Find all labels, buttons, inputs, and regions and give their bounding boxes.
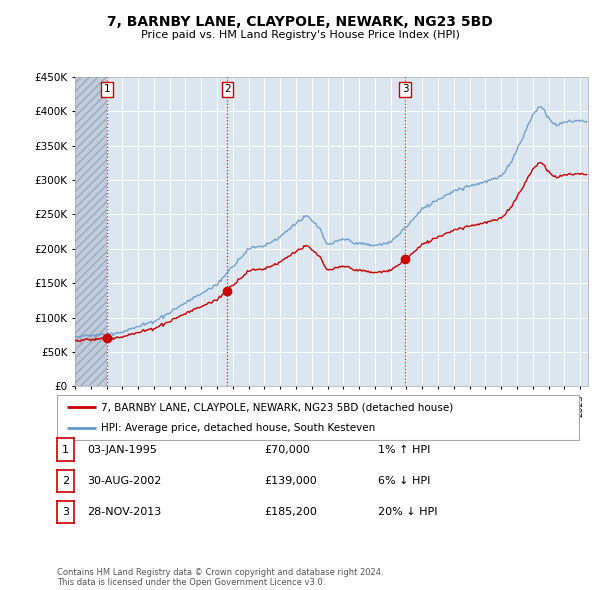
Text: HPI: Average price, detached house, South Kesteven: HPI: Average price, detached house, Sout… bbox=[101, 422, 376, 432]
Text: 7, BARNBY LANE, CLAYPOLE, NEWARK, NG23 5BD (detached house): 7, BARNBY LANE, CLAYPOLE, NEWARK, NG23 5… bbox=[101, 402, 454, 412]
Bar bbox=[75, 77, 107, 386]
Text: £70,000: £70,000 bbox=[264, 445, 310, 454]
Text: 20% ↓ HPI: 20% ↓ HPI bbox=[378, 507, 437, 517]
Text: Price paid vs. HM Land Registry's House Price Index (HPI): Price paid vs. HM Land Registry's House … bbox=[140, 30, 460, 40]
Text: Contains HM Land Registry data © Crown copyright and database right 2024.
This d: Contains HM Land Registry data © Crown c… bbox=[57, 568, 383, 587]
Text: 03-JAN-1995: 03-JAN-1995 bbox=[87, 445, 157, 454]
Text: 3: 3 bbox=[62, 507, 69, 517]
Text: 2: 2 bbox=[224, 84, 231, 94]
Text: 2: 2 bbox=[62, 476, 69, 486]
Text: £139,000: £139,000 bbox=[264, 476, 317, 486]
Text: 3: 3 bbox=[402, 84, 409, 94]
Text: 1: 1 bbox=[103, 84, 110, 94]
Text: 28-NOV-2013: 28-NOV-2013 bbox=[87, 507, 161, 517]
Text: 30-AUG-2002: 30-AUG-2002 bbox=[87, 476, 161, 486]
Text: 1: 1 bbox=[62, 445, 69, 454]
Text: 7, BARNBY LANE, CLAYPOLE, NEWARK, NG23 5BD: 7, BARNBY LANE, CLAYPOLE, NEWARK, NG23 5… bbox=[107, 15, 493, 29]
Text: 6% ↓ HPI: 6% ↓ HPI bbox=[378, 476, 430, 486]
Text: 1% ↑ HPI: 1% ↑ HPI bbox=[378, 445, 430, 454]
Text: £185,200: £185,200 bbox=[264, 507, 317, 517]
